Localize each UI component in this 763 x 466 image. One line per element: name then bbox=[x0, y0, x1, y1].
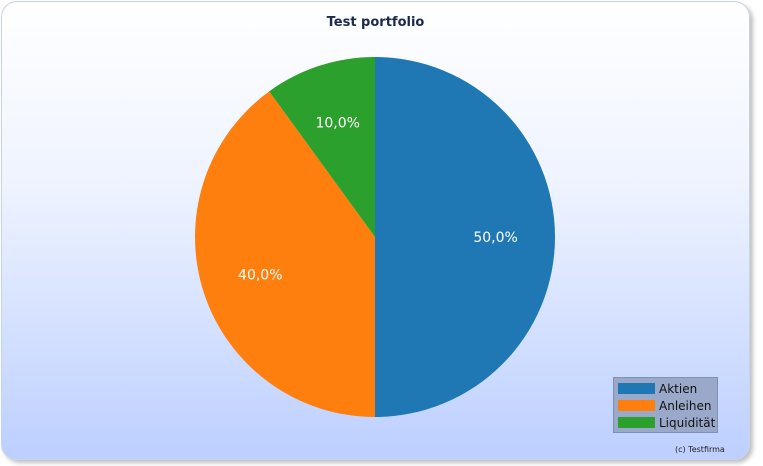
chart-frame: Test portfolio 50,0% 40,0% 10,0% Aktien Anl… bbox=[1, 1, 750, 460]
credit-text: (c) Testfirma bbox=[675, 445, 725, 454]
legend-label: Anleihen bbox=[659, 398, 712, 413]
legend-item-liquidität: Liquidität bbox=[618, 414, 717, 431]
legend-label: Liquidität bbox=[659, 415, 716, 430]
slice-label-anleihen: 40,0% bbox=[238, 267, 282, 283]
legend-swatch bbox=[618, 400, 655, 411]
legend-swatch bbox=[618, 417, 655, 428]
pie-chart: 50,0% 40,0% 10,0% bbox=[194, 57, 555, 417]
pie-slice-liquidität bbox=[269, 57, 375, 237]
legend: Aktien Anleihen Liquidität bbox=[613, 377, 718, 433]
pie-slice-aktien bbox=[375, 57, 555, 417]
slice-label-aktien: 50,0% bbox=[473, 230, 517, 246]
legend-item-aktien: Aktien bbox=[618, 380, 717, 397]
legend-swatch bbox=[618, 383, 655, 394]
chart-title: Test portfolio bbox=[326, 15, 425, 30]
slice-label-liquidität: 10,0% bbox=[315, 115, 359, 131]
pie-slice-anleihen bbox=[194, 91, 375, 417]
legend-label: Aktien bbox=[659, 381, 698, 396]
legend-item-anleihen: Anleihen bbox=[618, 397, 717, 414]
